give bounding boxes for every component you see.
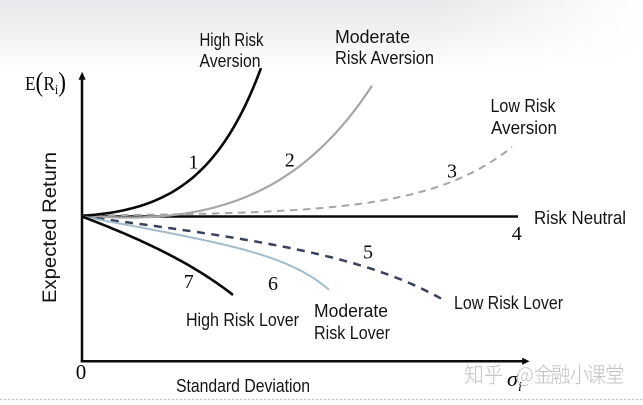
svg-text:Low Risk: Low Risk bbox=[491, 96, 557, 116]
svg-text:6: 6 bbox=[268, 273, 278, 295]
svg-text:Risk Aversion: Risk Aversion bbox=[335, 48, 434, 68]
svg-text:i: i bbox=[518, 380, 522, 395]
svg-text:Moderate: Moderate bbox=[335, 27, 410, 47]
svg-text:Moderate: Moderate bbox=[314, 301, 388, 321]
svg-text:Aversion: Aversion bbox=[491, 118, 557, 138]
svg-text:2: 2 bbox=[285, 150, 295, 172]
svg-text:Risk Neutral: Risk Neutral bbox=[534, 208, 626, 228]
svg-text:High Risk Lover: High Risk Lover bbox=[186, 310, 299, 330]
svg-text:Aversion: Aversion bbox=[200, 51, 261, 71]
svg-text:3: 3 bbox=[447, 160, 457, 182]
svg-text:σ: σ bbox=[507, 366, 519, 391]
svg-text:Risk Lover: Risk Lover bbox=[314, 323, 390, 343]
svg-text:0: 0 bbox=[76, 360, 87, 384]
svg-text:1: 1 bbox=[189, 151, 199, 173]
svg-text:Low Risk Lover: Low Risk Lover bbox=[454, 293, 563, 313]
svg-text:Expected Return: Expected Return bbox=[39, 152, 61, 303]
svg-text:Standard Deviation: Standard Deviation bbox=[176, 375, 310, 396]
svg-text:7: 7 bbox=[184, 271, 194, 293]
svg-text:E(Ri): E(Ri) bbox=[25, 67, 66, 98]
svg-text:4: 4 bbox=[512, 223, 522, 245]
svg-text:High Risk: High Risk bbox=[200, 30, 265, 50]
svg-text:5: 5 bbox=[363, 241, 373, 263]
